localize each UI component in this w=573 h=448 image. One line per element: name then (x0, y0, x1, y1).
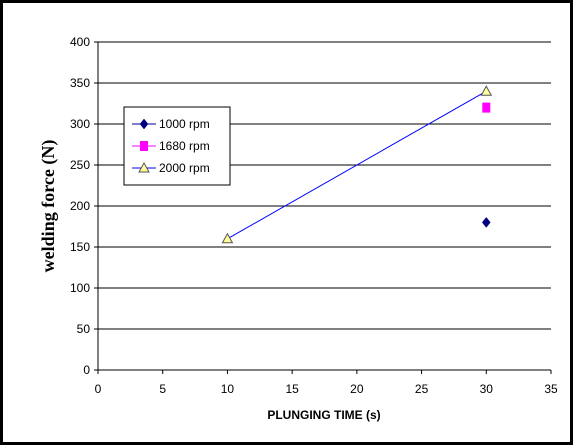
y-tick-label: 0 (83, 363, 90, 377)
data-point-1680-rpm (482, 103, 490, 113)
y-tick-label: 350 (70, 76, 90, 90)
y-tick-label: 400 (70, 35, 90, 49)
legend-label-2000-rpm: 2000 rpm (159, 161, 210, 175)
x-tick-label: 5 (159, 382, 166, 396)
x-tick-label: 30 (480, 382, 494, 396)
legend-marker-1680-rpm (140, 141, 148, 151)
y-tick-label: 300 (70, 117, 90, 131)
x-tick-label: 10 (221, 382, 235, 396)
x-tick-label: 20 (350, 382, 364, 396)
legend: 1000 rpm 1680 rpm 2000 rpm (124, 107, 230, 185)
data-point-1000-rpm (482, 217, 490, 227)
legend-label-1680-rpm: 1680 rpm (159, 139, 210, 153)
x-tick-label: 25 (415, 382, 429, 396)
data-point-2000-rpm (222, 234, 232, 243)
x-tick-label: 15 (285, 382, 299, 396)
y-tick-label: 200 (70, 199, 90, 213)
x-tick-label: 0 (95, 382, 102, 396)
y-tick-label: 150 (70, 240, 90, 254)
x-tick-label: 35 (544, 382, 558, 396)
y-tick-label: 50 (77, 322, 91, 336)
chart-svg: 0 50 100 150 200 250 300 350 400 0 5 10 15 20 25 30 35 P… (3, 3, 573, 448)
y-tick-label: 250 (70, 158, 90, 172)
y-tick-label: 100 (70, 281, 90, 295)
legend-label-1000-rpm: 1000 rpm (159, 117, 210, 131)
y-axis-title: welding force (N) (38, 140, 59, 273)
data-point-2000-rpm (481, 86, 491, 95)
x-axis-title: PLUNGING TIME (s) (267, 408, 380, 422)
